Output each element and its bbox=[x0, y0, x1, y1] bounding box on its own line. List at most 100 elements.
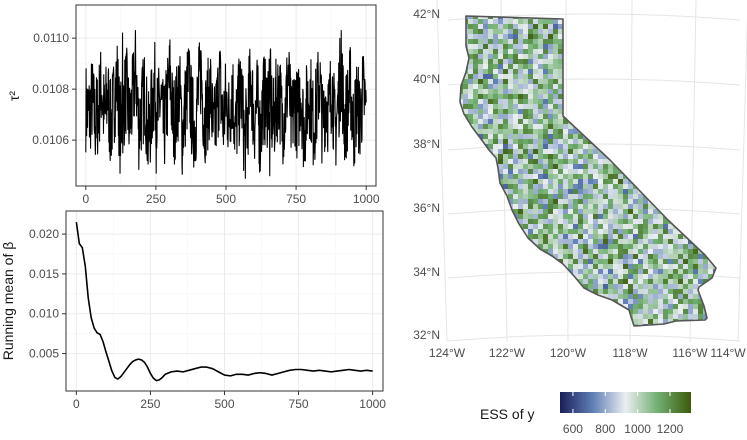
ess-cell bbox=[628, 229, 633, 234]
ess-cell bbox=[563, 244, 568, 249]
ess-cell bbox=[688, 69, 693, 74]
ess-cell bbox=[563, 189, 568, 194]
ess-cell bbox=[548, 319, 553, 324]
ess-cell bbox=[638, 224, 643, 229]
ess-cell bbox=[668, 279, 673, 284]
ess-cell bbox=[658, 269, 663, 274]
ess-cell bbox=[603, 189, 608, 194]
ess-cell bbox=[583, 89, 588, 94]
ess-cell bbox=[538, 259, 543, 264]
ess-cell bbox=[598, 229, 603, 234]
ess-cell bbox=[543, 24, 548, 29]
ess-cell bbox=[463, 294, 468, 299]
ess-cell bbox=[463, 99, 468, 104]
ess-cell bbox=[648, 244, 653, 249]
ess-cell bbox=[573, 209, 578, 214]
ess-cell bbox=[513, 284, 518, 289]
ess-cell bbox=[548, 114, 553, 119]
ess-cell bbox=[538, 214, 543, 219]
ess-cell bbox=[668, 39, 673, 44]
ess-cell bbox=[698, 144, 703, 149]
ess-cell bbox=[483, 324, 488, 326]
ess-cell bbox=[513, 59, 518, 64]
ess-cell bbox=[588, 309, 593, 314]
ess-cell bbox=[593, 274, 598, 279]
ess-cell bbox=[643, 44, 648, 49]
ess-cell bbox=[528, 224, 533, 229]
ess-cell bbox=[578, 89, 583, 94]
ess-cell bbox=[668, 259, 673, 264]
ess-cell bbox=[493, 49, 498, 54]
ess-cell bbox=[583, 184, 588, 189]
ess-cell bbox=[488, 284, 493, 289]
ess-cell bbox=[568, 74, 573, 79]
ess-cell bbox=[503, 39, 508, 44]
ess-cell bbox=[473, 229, 478, 234]
ess-cell bbox=[558, 229, 563, 234]
ess-cell bbox=[488, 124, 493, 129]
ess-cell bbox=[473, 159, 478, 164]
ess-cell bbox=[598, 319, 603, 324]
ess-cell bbox=[688, 179, 693, 184]
ess-cell bbox=[698, 49, 703, 54]
ess-cell bbox=[623, 104, 628, 109]
ess-cell bbox=[573, 59, 578, 64]
ess-cell bbox=[638, 139, 643, 144]
ess-cell bbox=[668, 229, 673, 234]
ess-cell bbox=[503, 104, 508, 109]
ess-cell bbox=[643, 234, 648, 239]
ess-cell bbox=[618, 114, 623, 119]
ess-cell bbox=[613, 29, 618, 34]
ess-cell bbox=[578, 219, 583, 224]
ess-cell bbox=[523, 174, 528, 179]
ess-cell bbox=[568, 314, 573, 319]
ess-cell bbox=[558, 19, 563, 24]
ess-cell bbox=[688, 254, 693, 259]
ess-cell bbox=[468, 19, 473, 24]
ess-cell bbox=[573, 64, 578, 69]
running-mean-y-axis-label: Running mean of β bbox=[0, 242, 16, 361]
ess-cell bbox=[588, 129, 593, 134]
ess-cell bbox=[643, 184, 648, 189]
ess-cell bbox=[518, 29, 523, 34]
ess-cell bbox=[508, 274, 513, 279]
ess-cell bbox=[553, 144, 558, 149]
ess-cell bbox=[468, 39, 473, 44]
ess-cell bbox=[668, 304, 673, 309]
ess-cell bbox=[583, 229, 588, 234]
ess-cell bbox=[493, 289, 498, 294]
ess-cell bbox=[583, 204, 588, 209]
ess-cell bbox=[518, 284, 523, 289]
ess-cell bbox=[503, 69, 508, 74]
ess-cell bbox=[533, 44, 538, 49]
ess-cell bbox=[623, 194, 628, 199]
ess-cell bbox=[643, 229, 648, 234]
ess-cell bbox=[713, 134, 716, 139]
ess-cell bbox=[608, 324, 613, 326]
ess-cell bbox=[668, 89, 673, 94]
ess-cell bbox=[543, 204, 548, 209]
ess-cell bbox=[608, 114, 613, 119]
ess-cell bbox=[468, 149, 473, 154]
ess-cell bbox=[508, 59, 513, 64]
ess-cell bbox=[668, 64, 673, 69]
ess-cell bbox=[703, 179, 708, 184]
ess-cell bbox=[598, 49, 603, 54]
ess-cell bbox=[583, 94, 588, 99]
ess-cell bbox=[678, 159, 683, 164]
ess-cell bbox=[628, 149, 633, 154]
ess-cell bbox=[463, 199, 468, 204]
ess-cell bbox=[543, 309, 548, 314]
ess-cell bbox=[703, 159, 708, 164]
ess-cell bbox=[473, 84, 478, 89]
ess-cell bbox=[528, 64, 533, 69]
ess-cell bbox=[528, 29, 533, 34]
ess-cell bbox=[588, 189, 593, 194]
ess-cell bbox=[460, 24, 463, 29]
ess-cell bbox=[483, 269, 488, 274]
ess-cell bbox=[460, 169, 463, 174]
ess-cell bbox=[473, 219, 478, 224]
ess-cell bbox=[588, 324, 593, 326]
ess-cell bbox=[668, 84, 673, 89]
